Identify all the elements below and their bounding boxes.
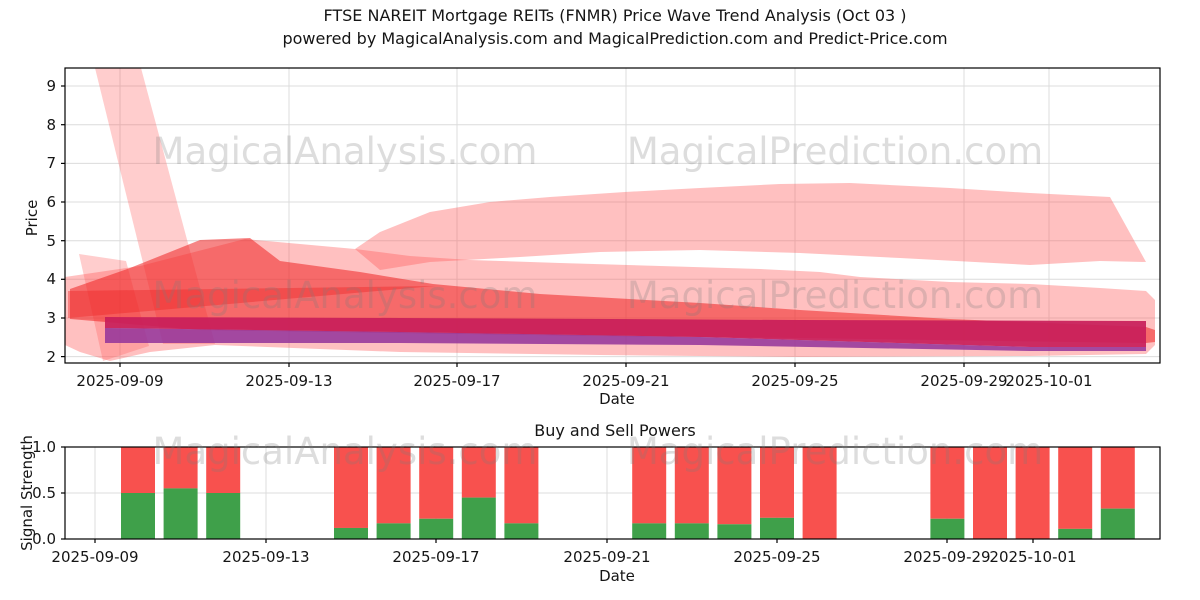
sell-bar bbox=[1058, 447, 1093, 529]
band-red-cross-band bbox=[68, 286, 435, 318]
buy-bar bbox=[674, 523, 709, 539]
axes-frame bbox=[64, 67, 1161, 364]
sell-bar bbox=[1015, 447, 1050, 539]
band-upper-fan bbox=[355, 183, 1146, 270]
buy-bar bbox=[163, 488, 198, 539]
sell-bar bbox=[419, 447, 454, 519]
buy-bar bbox=[760, 517, 794, 539]
buy-bar bbox=[206, 493, 241, 539]
sell-bar bbox=[1100, 447, 1135, 509]
buy-bar bbox=[504, 523, 539, 539]
buy-bar bbox=[461, 497, 496, 539]
sell-bar bbox=[717, 447, 752, 525]
buy-bar bbox=[121, 493, 155, 539]
buy-bar bbox=[717, 524, 752, 539]
sell-bar bbox=[674, 447, 709, 524]
buy-bar bbox=[930, 518, 965, 539]
buy-bar bbox=[632, 523, 667, 539]
sell-bar bbox=[334, 447, 368, 528]
sell-bar bbox=[163, 447, 198, 489]
sell-bar bbox=[973, 447, 1007, 539]
buy-bar bbox=[419, 518, 454, 539]
buy-bar bbox=[334, 527, 368, 539]
buy-bar bbox=[1058, 528, 1093, 539]
sell-bar bbox=[121, 447, 155, 493]
band-red-band bbox=[70, 238, 1155, 343]
sell-bar bbox=[376, 447, 411, 524]
sell-bar bbox=[632, 447, 667, 524]
sell-bar bbox=[504, 447, 539, 524]
sell-bar bbox=[461, 447, 496, 498]
sell-bar bbox=[760, 447, 794, 518]
buy-bar bbox=[376, 523, 411, 539]
sell-bar bbox=[206, 447, 241, 493]
buy-bar bbox=[1100, 508, 1135, 539]
band-purple-band bbox=[105, 328, 1146, 351]
sell-bar bbox=[930, 447, 965, 519]
band-crimson-band bbox=[105, 317, 1146, 347]
sell-bar bbox=[802, 447, 837, 539]
